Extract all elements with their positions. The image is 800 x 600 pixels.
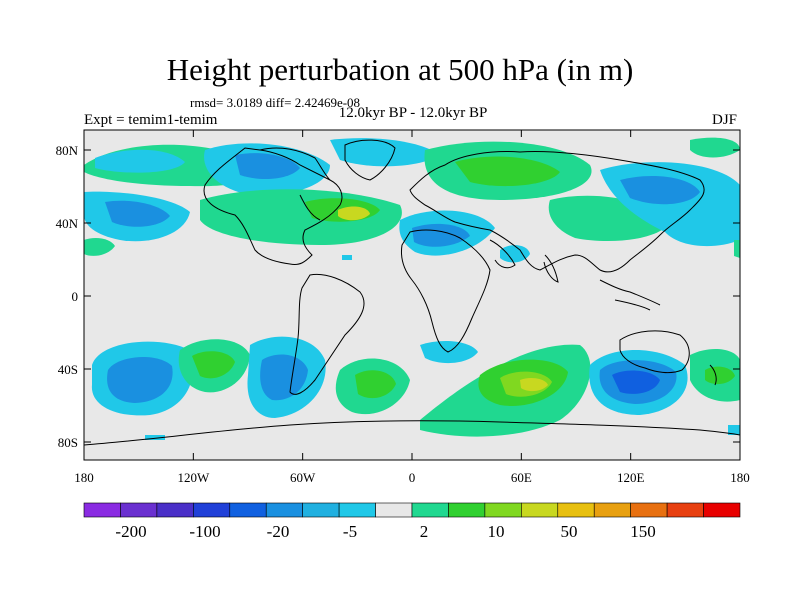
lon-tick-label: 0 (409, 470, 416, 485)
axis-ticks (83, 130, 741, 460)
colorbar-swatch (120, 502, 158, 518)
map-plot-area (84, 130, 740, 460)
colorbar-swatch (666, 502, 704, 518)
coastline (709, 364, 717, 386)
colorbar-swatch (630, 502, 668, 518)
colorbar-label: 10 (488, 522, 505, 541)
contour-fill (260, 354, 308, 401)
map-title: Height perturbation at 500 hPa (in m) (166, 52, 634, 87)
colorbar-swatch (338, 502, 376, 518)
contour-fills (84, 137, 740, 440)
season-label: DJF (712, 112, 738, 128)
colorbar-swatch (375, 502, 413, 518)
colorbar-swatch (557, 502, 595, 518)
contour-fill (95, 149, 185, 173)
contour-fill (520, 377, 548, 392)
colorbar-swatch (265, 502, 303, 518)
colorbar-label: -5 (343, 522, 357, 541)
coastline (401, 229, 491, 353)
coastline (84, 420, 740, 446)
contour-fill (690, 137, 740, 158)
colorbar: -200 -100 -20 -5 2 10 50 150 (83, 502, 741, 541)
contour-fill (728, 425, 740, 435)
stats-text: rmsd= 3.0189 diff= 2.42469e-08 (190, 95, 361, 110)
contour-fill (455, 156, 560, 187)
lat-tick-label: 80S (58, 435, 78, 450)
colorbar-label: 150 (630, 522, 656, 541)
colorbar-label: 2 (420, 522, 429, 541)
coastline (259, 147, 331, 181)
colorbar-swatch (156, 502, 194, 518)
contour-fill (338, 206, 370, 221)
contour-fill (500, 245, 530, 263)
contour-fill (105, 200, 170, 227)
contour-fill (192, 351, 235, 379)
contour-fill (734, 240, 740, 258)
coastline (289, 273, 365, 395)
lat-tick-label: 80N (56, 143, 79, 158)
lon-tick-label: 120E (617, 470, 645, 485)
colorbar-swatch (521, 502, 559, 518)
contour-fill (330, 138, 440, 167)
lon-tick-label: 180 (730, 470, 750, 485)
colorbar-swatch (703, 502, 741, 518)
coastline (619, 330, 690, 374)
contour-fill (355, 370, 396, 399)
coastline (543, 254, 559, 283)
contour-fill (620, 176, 700, 205)
lat-tick-label: 40S (58, 362, 78, 377)
axis-labels: 80N 40N 0 40S 80S 180 120W 60W 0 60E 120E 180 (56, 143, 750, 485)
colorbar-swatch (229, 502, 267, 518)
coastline (203, 147, 343, 265)
colorbar-label: 50 (561, 522, 578, 541)
coastlines (84, 139, 740, 446)
colorbar-swatch (593, 502, 631, 518)
coastline (599, 279, 661, 306)
colorbar-label: -100 (189, 522, 220, 541)
coastline (344, 139, 396, 181)
contour-fill (84, 238, 115, 256)
contour-fill (107, 356, 173, 403)
lat-tick-label: 0 (72, 289, 79, 304)
colorbar-label: -200 (115, 522, 146, 541)
contour-fill (612, 370, 660, 394)
contour-fill (342, 255, 352, 260)
contour-fill (705, 366, 735, 385)
lon-tick-label: 120W (177, 470, 210, 485)
colorbar-swatch (193, 502, 231, 518)
coastline (299, 194, 321, 221)
lat-tick-label: 40N (56, 216, 79, 231)
coastline (489, 239, 516, 269)
colorbar-swatch (448, 502, 486, 518)
lon-tick-label: 60W (290, 470, 316, 485)
colorbar-swatch (302, 502, 340, 518)
lon-tick-label: 180 (74, 470, 94, 485)
colorbar-swatch (83, 502, 121, 518)
colorbar-swatch (484, 502, 522, 518)
colorbar-label: -20 (267, 522, 290, 541)
period-text: 12.0kyr BP - 12.0kyr BP (338, 105, 488, 121)
lon-tick-label: 60E (511, 470, 532, 485)
experiment-label: Expt = temim1-temim (84, 112, 218, 128)
coastline (614, 299, 651, 311)
colorbar-swatch (411, 502, 449, 518)
contour-fill (235, 153, 300, 180)
coastline (409, 151, 705, 273)
